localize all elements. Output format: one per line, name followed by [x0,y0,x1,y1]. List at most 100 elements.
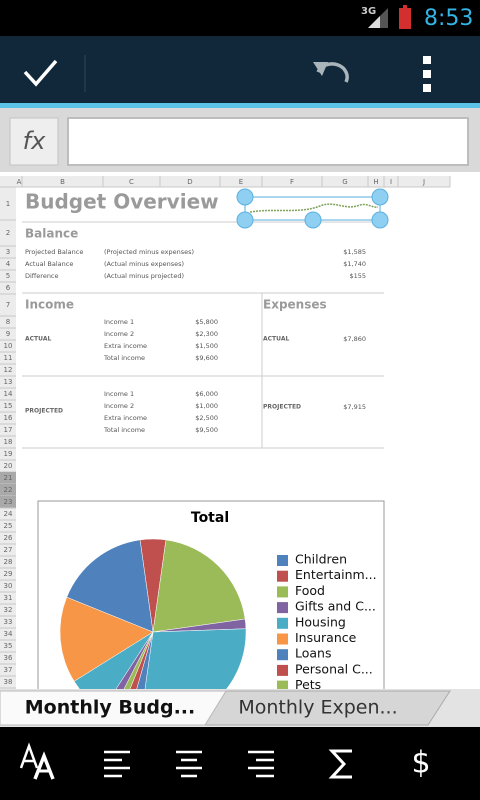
legend-label: Pets [295,677,321,692]
headers: A B C D E F G H I J123456789101112131415161718192… [0,176,451,689]
income-line-label: Total income [103,426,145,434]
income-line-label: Income 1 [104,318,134,326]
expense-label: PROJECTED [263,404,301,411]
balance-note: (Projected minus expenses) [104,248,194,256]
row-header: 5 [6,272,10,280]
legend-label: Food [295,583,325,598]
balance-amount: $1,585 [343,248,366,256]
row-header: 21 [4,474,13,482]
row-header: 3 [6,248,10,256]
row-header-selected [0,484,16,496]
selection-handle[interactable] [371,188,389,206]
row-header-bar [0,176,16,690]
row-header: 8 [6,318,10,326]
balance-label: Actual Balance [25,260,73,268]
currency-button[interactable]: $ [411,746,430,781]
align-left-button[interactable] [104,750,130,778]
legend-swatch [277,586,288,598]
row-header: 35 [4,642,13,650]
sum-button[interactable] [328,749,352,779]
expense-label: ACTUAL [263,336,289,343]
column-header: D [187,178,192,186]
pie-slice [66,539,154,633]
income-line-label: Income 1 [104,390,134,398]
legend-label: Gifts and C... [295,599,376,614]
income-line-label: Extra income [104,342,147,350]
expense-amount: $7,860 [343,335,366,343]
balance-note: (Actual minus expenses) [104,260,184,268]
column-header: I [390,178,392,186]
column-header: E [239,178,243,186]
row-header: 24 [4,510,13,518]
row-header: 25 [4,522,13,530]
income-line-amount: $6,000 [195,390,218,398]
chart-title: Total [191,510,229,526]
row-header: 16 [4,414,13,422]
balance-amount: $1,740 [343,260,366,268]
row-header: 23 [4,498,13,506]
row-header: 17 [4,426,13,434]
tab-label: Monthly Expen... [238,697,397,719]
row-header: 30 [4,582,13,590]
row-header: 29 [4,570,13,578]
network-type: 3G [361,6,376,17]
balance-table: Projected Balance (Projected minus expens… [25,248,366,280]
income-line-amount: $2,500 [195,414,218,422]
fx-button[interactable] [9,117,59,166]
income-line-amount: $1,500 [195,342,218,350]
font-button[interactable] [19,742,55,780]
selection-handle[interactable] [304,211,322,229]
done-button[interactable] [23,59,58,87]
income-heading: Income [25,298,74,312]
sheet-title: Budget Overview [25,190,219,214]
tab-active[interactable] [0,690,227,726]
column-header: J [422,178,425,186]
pie-slice [144,628,247,690]
row-header: 34 [4,630,13,638]
fx-label: fx [23,127,46,155]
overflow-dot[interactable] [423,84,431,92]
legend-swatch [277,633,288,645]
row-header: 38 [4,678,13,686]
sparkline-image [249,203,379,213]
accent-bar [0,103,480,108]
legend-swatch [277,680,288,690]
balance-label: Projected Balance [25,248,83,256]
legend-swatch [277,664,288,676]
income-line-amount: $1,000 [195,402,218,410]
row-header: 28 [4,558,13,566]
align-center-button[interactable] [176,750,202,778]
selection-handle[interactable] [371,211,389,229]
selection-handle[interactable] [236,211,254,229]
formula-input[interactable] [67,117,469,166]
action-bar [0,36,480,103]
tab-label: Monthly Budg... [25,697,195,719]
income-line-label: Income 2 [104,330,134,338]
row-header-selected [0,496,16,508]
row-header: 10 [4,342,13,350]
expense-amount: $7,915 [343,403,366,411]
legend-label: Entertainm... [295,567,377,582]
row-header-selected [0,472,16,484]
align-right-button[interactable] [248,750,274,778]
pie-slice [59,596,154,682]
expenses-heading: Expenses [263,298,327,312]
column-header-bar [0,176,450,187]
income-group-label: PROJECTED [25,408,63,415]
row-header: 26 [4,534,13,542]
battery-tip [403,5,407,8]
legend-label: Personal C... [295,661,373,676]
selection-handle[interactable] [236,188,254,206]
column-header: F [290,178,294,186]
battery-icon [399,8,411,29]
signal-icon-level [368,16,380,28]
sheet: A B C D E F G H I J123456789101112131415161718192… [0,172,480,692]
row-header: 27 [4,546,13,554]
pie-slice [152,539,246,633]
overflow-dot[interactable] [423,56,431,64]
row-header: 37 [4,666,13,674]
row-header: 36 [4,654,13,662]
overflow-dot[interactable] [423,70,431,78]
income-line-amount: $2,300 [195,330,218,338]
undo-arrow [313,62,328,76]
